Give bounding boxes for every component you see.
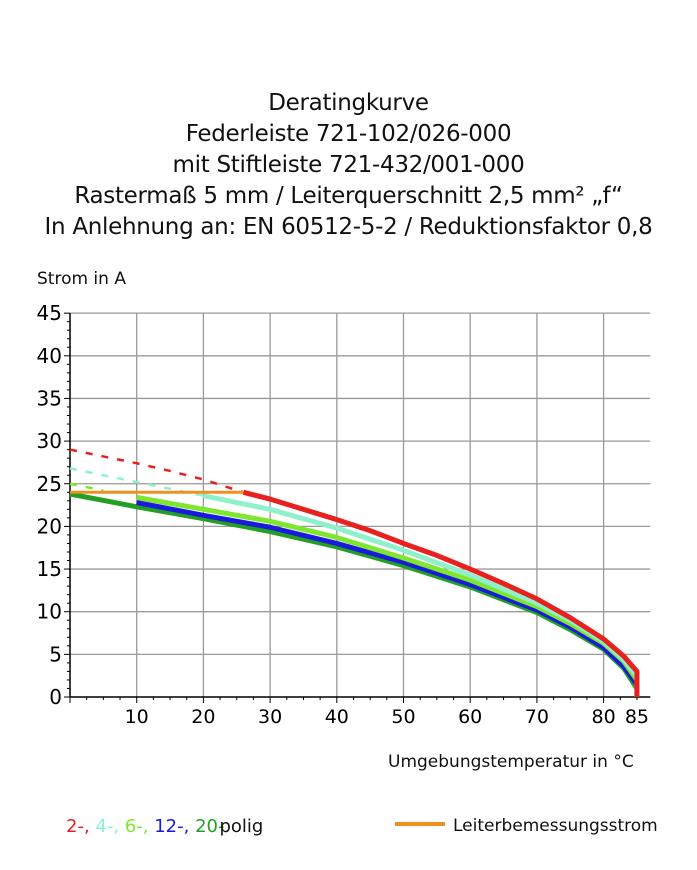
y-tick-label: 10 [37,600,62,624]
y-axis-label: Strom in A [37,269,126,289]
series-6-dashed [69,482,104,492]
legend-swatch-orange [395,822,445,826]
y-tick-label: 40 [37,344,62,368]
y-tick-label: 15 [37,557,62,581]
y-tick-label: 30 [37,429,62,453]
x-tick-label: 70 [525,706,549,728]
chart-title: Deratingkurve Federleiste 721-102/026-00… [0,88,697,243]
legend-item-12: 12-, [154,816,190,837]
title-line-1: Deratingkurve [268,90,429,116]
title-line-3: mit Stiftleiste 721-432/001-000 [172,152,525,178]
series-2-line [242,489,640,697]
legend-rated-current-label: Leiterbemessungsstrom [453,816,658,836]
legend-item-6: 6-, [124,816,149,837]
x-tick-label: 30 [258,706,282,728]
x-tick-label: 10 [125,706,149,728]
series-12-line [136,500,640,697]
x-axis-label: Umgebungstemperatur in °C [388,752,634,772]
x-tick-label: 50 [391,706,415,728]
y-tick-label: 45 [37,301,62,325]
series-2-dashed [69,448,244,494]
y-tick-label: 5 [49,642,62,666]
x-tick-label: 85 [625,706,649,728]
x-tick-label: 80 [592,706,616,728]
title-line-2: Federleiste 721-102/026-000 [185,121,512,147]
legend-suffix: polig [219,816,264,837]
legend-item-20: 20- [195,816,225,837]
title-line-4: Rastermaß 5 mm / Leiterquerschnitt 2,5 m… [74,183,623,209]
y-tick-label: 35 [37,386,62,410]
series-6-line [136,494,640,697]
y-tick-label: 0 [49,685,62,709]
x-tick-label: 60 [458,706,482,728]
legend-item-4: 4-, [95,816,120,837]
title-line-5: In Anlehnung an: EN 60512-5-2 / Reduktio… [44,214,653,240]
legend-rated-current: Leiterbemessungsstrom [395,816,658,836]
y-tick-label: 20 [37,514,62,538]
legend-poles: 2-, 4-, 6-, 12-, 20-polig [66,816,263,837]
y-tick-label: 25 [37,472,62,496]
legend-item-2: 2-, [66,816,90,837]
x-tick-label: 40 [325,706,349,728]
x-tick-label: 20 [191,706,215,728]
